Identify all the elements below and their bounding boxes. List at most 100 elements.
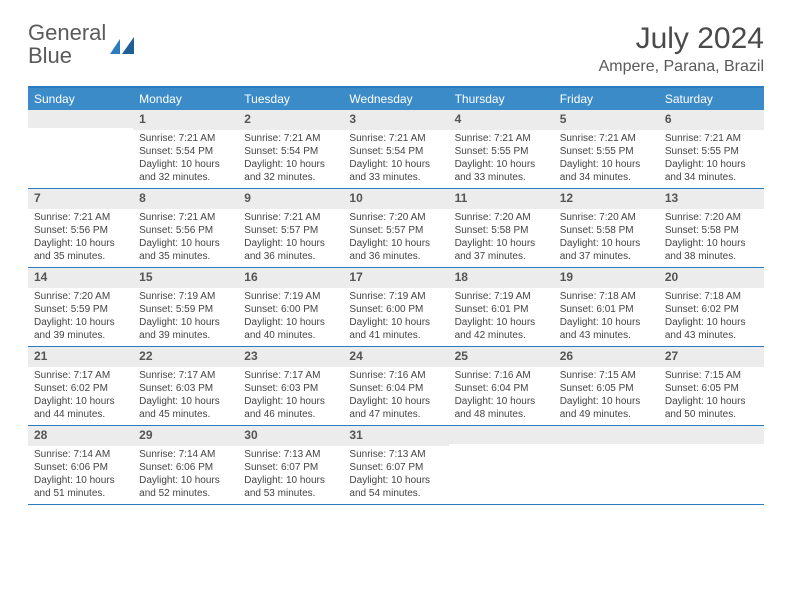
day-21: 21Sunrise: 7:17 AMSunset: 6:02 PMDayligh… [28, 347, 133, 425]
day-20: 20Sunrise: 7:18 AMSunset: 6:02 PMDayligh… [659, 268, 764, 346]
day-number: 19 [554, 268, 659, 288]
day-body: Sunrise: 7:14 AMSunset: 6:06 PMDaylight:… [133, 446, 238, 504]
sunrise-line: Sunrise: 7:21 AM [139, 132, 232, 145]
day-number: 29 [133, 426, 238, 446]
day-body: Sunrise: 7:17 AMSunset: 6:03 PMDaylight:… [133, 367, 238, 425]
day-23: 23Sunrise: 7:17 AMSunset: 6:03 PMDayligh… [238, 347, 343, 425]
day-empty [28, 110, 133, 188]
daylight-line: Daylight: 10 hours and 43 minutes. [560, 316, 653, 342]
day-number: 2 [238, 110, 343, 130]
calendar-week: 7Sunrise: 7:21 AMSunset: 5:56 PMDaylight… [28, 189, 764, 268]
day-empty [659, 426, 764, 504]
sunset-line: Sunset: 5:57 PM [349, 224, 442, 237]
sunset-line: Sunset: 5:57 PM [244, 224, 337, 237]
day-body: Sunrise: 7:20 AMSunset: 5:58 PMDaylight:… [659, 209, 764, 267]
sunset-line: Sunset: 5:58 PM [455, 224, 548, 237]
day-body: Sunrise: 7:16 AMSunset: 6:04 PMDaylight:… [449, 367, 554, 425]
daylight-line: Daylight: 10 hours and 33 minutes. [349, 158, 442, 184]
sunset-line: Sunset: 6:00 PM [349, 303, 442, 316]
day-number: 18 [449, 268, 554, 288]
day-2: 2 Sunrise: 7:21 AMSunset: 5:54 PMDaylight… [238, 110, 343, 188]
sunrise-line: Sunrise: 7:21 AM [665, 132, 758, 145]
sunrise-line: Sunrise: 7:19 AM [349, 290, 442, 303]
day-number: 4 [449, 110, 554, 130]
day-number: 13 [659, 189, 764, 209]
daylight-line: Daylight: 10 hours and 54 minutes. [349, 474, 442, 500]
day-body: Sunrise: 7:19 AMSunset: 5:59 PMDaylight:… [133, 288, 238, 346]
day-19: 19Sunrise: 7:18 AMSunset: 6:01 PMDayligh… [554, 268, 659, 346]
sunset-line: Sunset: 5:55 PM [560, 145, 653, 158]
weekday-monday: Monday [133, 88, 238, 110]
sunrise-line: Sunrise: 7:20 AM [349, 211, 442, 224]
sunset-line: Sunset: 5:58 PM [560, 224, 653, 237]
day-number: 26 [554, 347, 659, 367]
sunset-line: Sunset: 5:55 PM [455, 145, 548, 158]
sunset-line: Sunset: 5:56 PM [34, 224, 127, 237]
day-body: Sunrise: 7:18 AMSunset: 6:02 PMDaylight:… [659, 288, 764, 346]
day-number: 15 [133, 268, 238, 288]
daylight-line: Daylight: 10 hours and 32 minutes. [244, 158, 337, 184]
day-number: 16 [238, 268, 343, 288]
sunset-line: Sunset: 5:59 PM [34, 303, 127, 316]
day-body: Sunrise: 7:20 AMSunset: 5:58 PMDaylight:… [449, 209, 554, 267]
weekday-sunday: Sunday [28, 88, 133, 110]
sunrise-line: Sunrise: 7:14 AM [139, 448, 232, 461]
day-28: 28Sunrise: 7:14 AMSunset: 6:06 PMDayligh… [28, 426, 133, 504]
day-number: 5 [554, 110, 659, 130]
daylight-line: Daylight: 10 hours and 32 minutes. [139, 158, 232, 184]
sunrise-line: Sunrise: 7:21 AM [244, 132, 337, 145]
sunrise-line: Sunrise: 7:13 AM [244, 448, 337, 461]
daylight-line: Daylight: 10 hours and 39 minutes. [139, 316, 232, 342]
sunset-line: Sunset: 6:06 PM [139, 461, 232, 474]
sunset-line: Sunset: 6:03 PM [139, 382, 232, 395]
day-body: Sunrise: 7:16 AMSunset: 6:04 PMDaylight:… [343, 367, 448, 425]
day-body: Sunrise: 7:21 AMSunset: 5:56 PMDaylight:… [28, 209, 133, 267]
day-body: Sunrise: 7:20 AMSunset: 5:59 PMDaylight:… [28, 288, 133, 346]
sunset-line: Sunset: 5:54 PM [139, 145, 232, 158]
day-body: Sunrise: 7:21 AMSunset: 5:57 PMDaylight:… [238, 209, 343, 267]
sunrise-line: Sunrise: 7:20 AM [455, 211, 548, 224]
day-number [659, 426, 764, 444]
daylight-line: Daylight: 10 hours and 48 minutes. [455, 395, 548, 421]
day-number: 28 [28, 426, 133, 446]
logo: General Blue [28, 22, 136, 68]
daylight-line: Daylight: 10 hours and 41 minutes. [349, 316, 442, 342]
sunset-line: Sunset: 6:00 PM [244, 303, 337, 316]
day-18: 18Sunrise: 7:19 AMSunset: 6:01 PMDayligh… [449, 268, 554, 346]
day-body: Sunrise: 7:21 AMSunset: 5:55 PMDaylight:… [449, 130, 554, 188]
weekday-tuesday: Tuesday [238, 88, 343, 110]
sunrise-line: Sunrise: 7:17 AM [34, 369, 127, 382]
day-8: 8Sunrise: 7:21 AMSunset: 5:56 PMDaylight… [133, 189, 238, 267]
daylight-line: Daylight: 10 hours and 39 minutes. [34, 316, 127, 342]
day-body: Sunrise: 7:17 AMSunset: 6:03 PMDaylight:… [238, 367, 343, 425]
daylight-line: Daylight: 10 hours and 33 minutes. [455, 158, 548, 184]
sunrise-line: Sunrise: 7:21 AM [34, 211, 127, 224]
day-empty [449, 426, 554, 504]
day-number: 25 [449, 347, 554, 367]
sunrise-line: Sunrise: 7:21 AM [349, 132, 442, 145]
sunrise-line: Sunrise: 7:16 AM [455, 369, 548, 382]
sunrise-line: Sunrise: 7:18 AM [665, 290, 758, 303]
sunrise-line: Sunrise: 7:15 AM [665, 369, 758, 382]
sunrise-line: Sunrise: 7:19 AM [139, 290, 232, 303]
day-30: 30Sunrise: 7:13 AMSunset: 6:07 PMDayligh… [238, 426, 343, 504]
day-13: 13Sunrise: 7:20 AMSunset: 5:58 PMDayligh… [659, 189, 764, 267]
sunset-line: Sunset: 5:54 PM [244, 145, 337, 158]
daylight-line: Daylight: 10 hours and 43 minutes. [665, 316, 758, 342]
sunset-line: Sunset: 5:58 PM [665, 224, 758, 237]
day-11: 11Sunrise: 7:20 AMSunset: 5:58 PMDayligh… [449, 189, 554, 267]
day-10: 10Sunrise: 7:20 AMSunset: 5:57 PMDayligh… [343, 189, 448, 267]
day-29: 29Sunrise: 7:14 AMSunset: 6:06 PMDayligh… [133, 426, 238, 504]
day-empty [554, 426, 659, 504]
month-title: July 2024 [599, 22, 764, 56]
day-number: 6 [659, 110, 764, 130]
daylight-line: Daylight: 10 hours and 37 minutes. [560, 237, 653, 263]
day-1: 1Sunrise: 7:21 AMSunset: 5:54 PMDaylight… [133, 110, 238, 188]
title-block: July 2024 Ampere, Parana, Brazil [599, 22, 764, 76]
daylight-line: Daylight: 10 hours and 36 minutes. [349, 237, 442, 263]
day-number: 9 [238, 189, 343, 209]
sunset-line: Sunset: 6:04 PM [349, 382, 442, 395]
sunrise-line: Sunrise: 7:21 AM [139, 211, 232, 224]
sunset-line: Sunset: 6:01 PM [455, 303, 548, 316]
day-number: 3 [343, 110, 448, 130]
